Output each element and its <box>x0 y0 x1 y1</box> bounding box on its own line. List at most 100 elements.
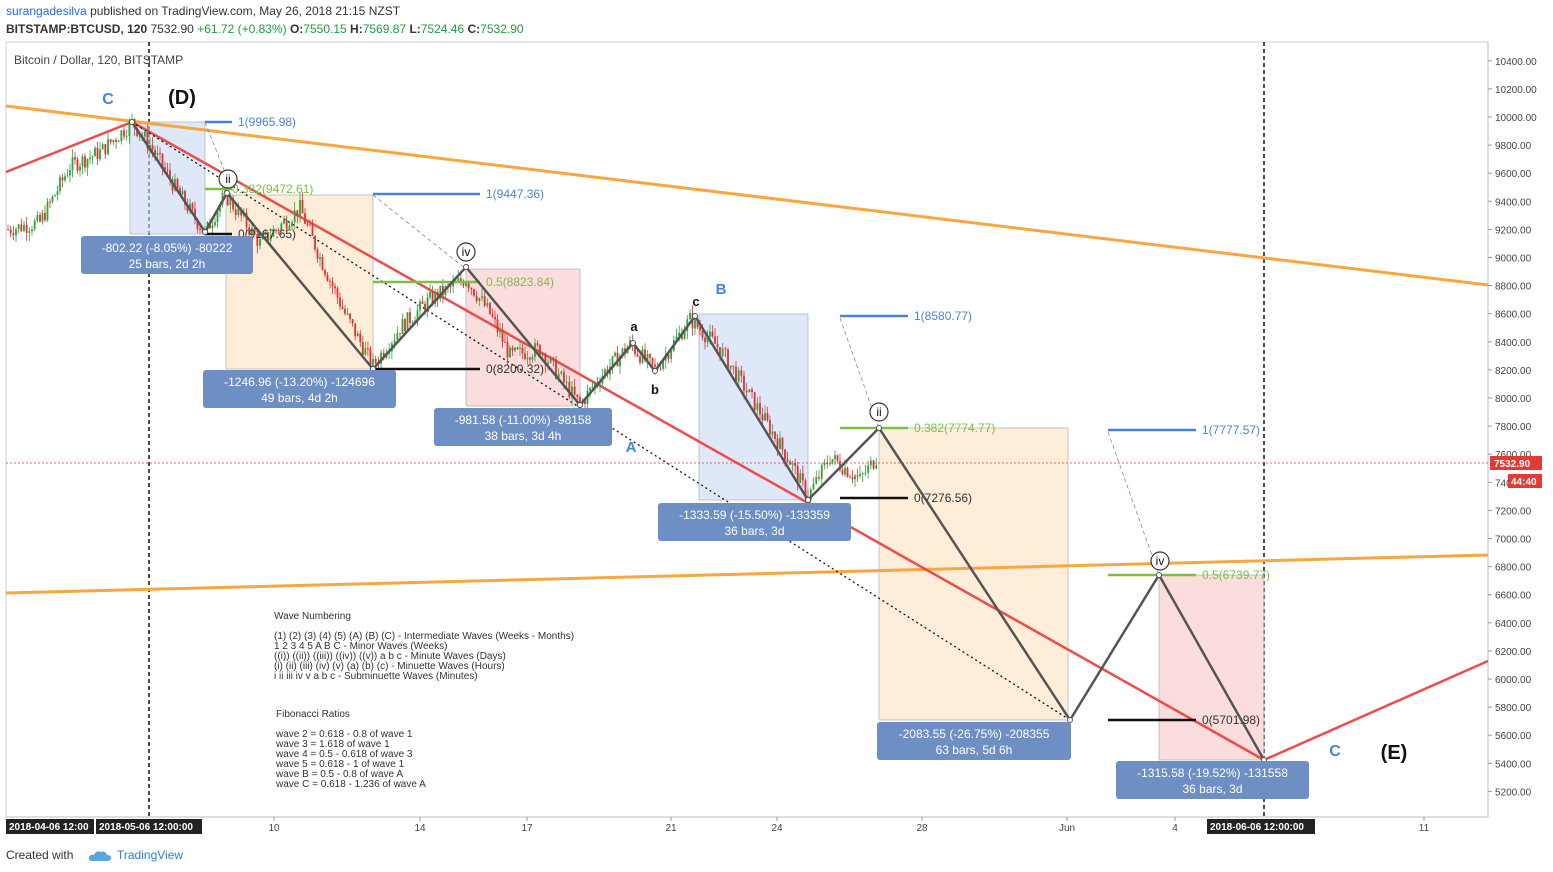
candle <box>706 336 709 343</box>
candle <box>143 131 146 137</box>
candle <box>711 331 714 337</box>
candle <box>439 286 442 300</box>
candle <box>619 355 621 367</box>
candle <box>449 285 452 287</box>
measure-label-line2: 38 bars, 3d 4h <box>485 429 562 443</box>
candle <box>123 130 125 137</box>
candle <box>341 306 344 309</box>
candle <box>735 366 737 382</box>
candle <box>56 191 59 196</box>
candle <box>374 358 377 364</box>
candle <box>801 473 804 481</box>
wave-label-E: (E) <box>1381 742 1408 764</box>
candle <box>524 353 526 360</box>
measure-label-line2: 25 bars, 2d 2h <box>129 257 206 271</box>
candle <box>277 230 280 232</box>
candle <box>823 462 826 465</box>
y-tick-label: 9200.00 <box>1495 225 1532 236</box>
author-link[interactable]: surangadesilva <box>6 4 87 18</box>
candle <box>380 352 382 364</box>
candle <box>84 156 86 168</box>
candle <box>462 282 465 287</box>
candle <box>20 224 23 231</box>
y-tick-label: 8000.00 <box>1495 394 1532 405</box>
x-tick-label: 10 <box>268 823 280 834</box>
y-tick-label: 7200.00 <box>1495 506 1532 517</box>
trend-line-red <box>131 120 1265 762</box>
candle <box>411 322 414 324</box>
candle <box>39 214 41 222</box>
candle <box>859 473 861 477</box>
candle <box>293 210 296 223</box>
candle <box>331 281 334 287</box>
candle <box>291 222 293 227</box>
candle <box>494 316 496 320</box>
candle <box>820 464 823 479</box>
wave-label-b: b <box>651 382 659 397</box>
candle <box>107 139 109 155</box>
candle <box>283 219 285 224</box>
price-axis <box>1488 42 1553 817</box>
candle <box>23 224 25 231</box>
candle <box>49 201 51 203</box>
measure-label-line1: -802.22 (-8.05%) -80222 <box>102 241 233 255</box>
y-tick-label: 9400.00 <box>1495 197 1532 208</box>
wave-label: iv <box>462 245 471 259</box>
candle <box>316 249 319 259</box>
candle <box>133 118 136 129</box>
candle <box>844 467 846 475</box>
candle <box>280 223 283 231</box>
candle <box>662 360 664 369</box>
candle <box>678 332 681 337</box>
candle <box>46 201 49 221</box>
candle <box>86 158 89 168</box>
candle <box>81 156 84 167</box>
candle <box>846 467 849 477</box>
notes-wave-line: (1) (2) (3) (4) (5) (A) (B) (C) - Interm… <box>274 631 574 642</box>
candle <box>91 156 94 158</box>
y-tick-label: 5400.00 <box>1495 759 1532 770</box>
candle <box>481 296 483 298</box>
tradingview-link[interactable]: TradingView <box>117 848 184 862</box>
candle <box>181 191 184 195</box>
candle <box>136 128 139 137</box>
candle <box>568 381 571 397</box>
measure-label-line2: 63 bars, 5d 6h <box>936 743 1013 757</box>
close-value: 7532.90 <box>480 22 524 36</box>
candle <box>519 347 521 350</box>
candle <box>815 476 818 484</box>
candle <box>696 318 699 328</box>
candle <box>563 371 565 383</box>
low-value: 7524.46 <box>420 22 465 36</box>
candle <box>584 400 586 405</box>
candle <box>125 135 128 137</box>
candle <box>64 176 66 181</box>
x-tick-label: 21 <box>665 823 677 834</box>
candle <box>836 455 839 462</box>
candle <box>74 157 76 160</box>
candle <box>654 364 656 367</box>
candle <box>234 209 237 216</box>
measure-label-box <box>81 236 253 274</box>
candle <box>745 390 748 393</box>
candle <box>675 336 678 341</box>
candle <box>841 469 844 475</box>
candle <box>483 296 486 306</box>
candle <box>621 348 624 356</box>
candle <box>756 403 759 411</box>
trend-line-upper <box>5 104 1489 287</box>
candle <box>359 333 362 343</box>
x-highlight-box <box>6 819 94 834</box>
y-tick-label: 9000.00 <box>1495 254 1532 265</box>
candle <box>818 476 820 479</box>
candle <box>41 213 44 222</box>
trend-line-red <box>5 120 133 174</box>
candle <box>547 362 549 365</box>
candle <box>614 352 616 357</box>
notes-fib-line: wave 2 = 0.618 - 0.8 of wave 1 <box>275 729 413 740</box>
candle <box>194 208 196 220</box>
wave-label: ii <box>876 405 881 419</box>
candle <box>729 365 732 369</box>
countdown-tag <box>1508 474 1542 488</box>
